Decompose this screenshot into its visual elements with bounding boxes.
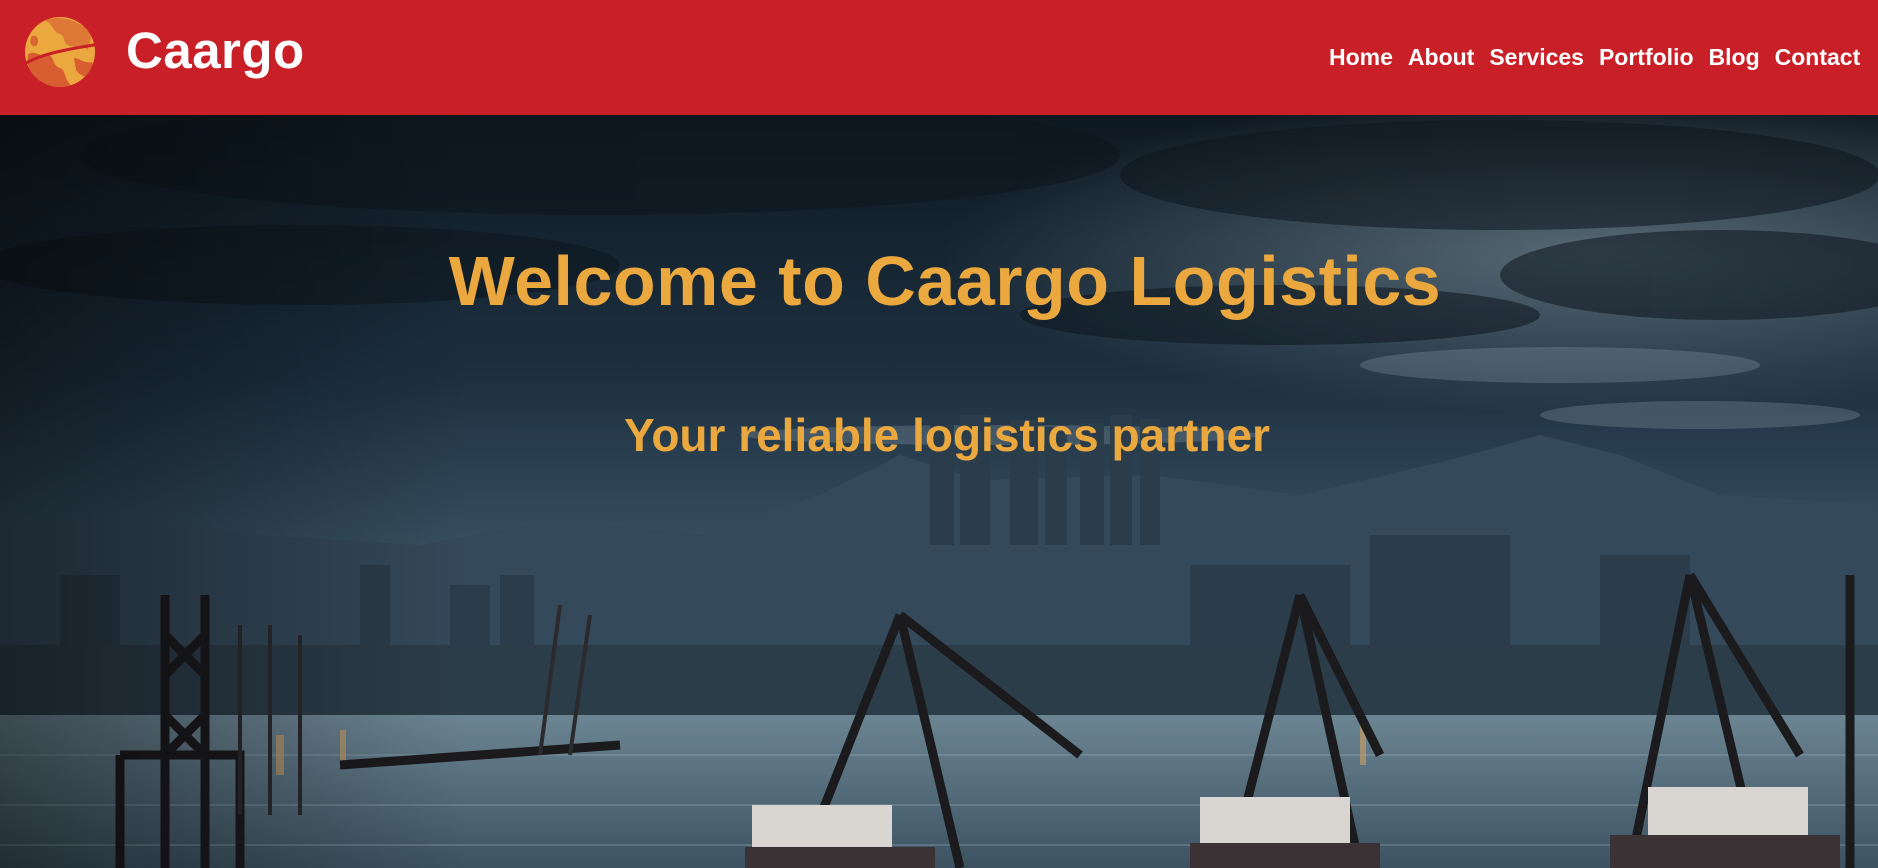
hero-title: Welcome to Caargo Logistics — [448, 242, 1442, 320]
nav-contact[interactable]: Contact — [1774, 44, 1861, 70]
hero-background-image — [0, 115, 1878, 868]
hero-section: Welcome to Caargo Logistics Your reliabl… — [0, 115, 1878, 868]
hero-subtitle: Your reliable logistics partner — [624, 409, 1270, 461]
nav-portfolio[interactable]: Portfolio — [1598, 44, 1694, 70]
logo-link[interactable]: Caargo — [22, 14, 305, 90]
site-header: Caargo Home About Services Portfolio Blo… — [0, 0, 1878, 115]
nav-blog[interactable]: Blog — [1708, 44, 1760, 70]
main-nav: Home About Services Portfolio Blog Conta… — [1329, 0, 1875, 115]
nav-about[interactable]: About — [1407, 44, 1475, 70]
nav-home[interactable]: Home — [1329, 44, 1393, 70]
globe-icon — [23, 17, 101, 87]
brand-name: Caargo — [126, 21, 305, 79]
nav-services[interactable]: Services — [1489, 44, 1584, 70]
